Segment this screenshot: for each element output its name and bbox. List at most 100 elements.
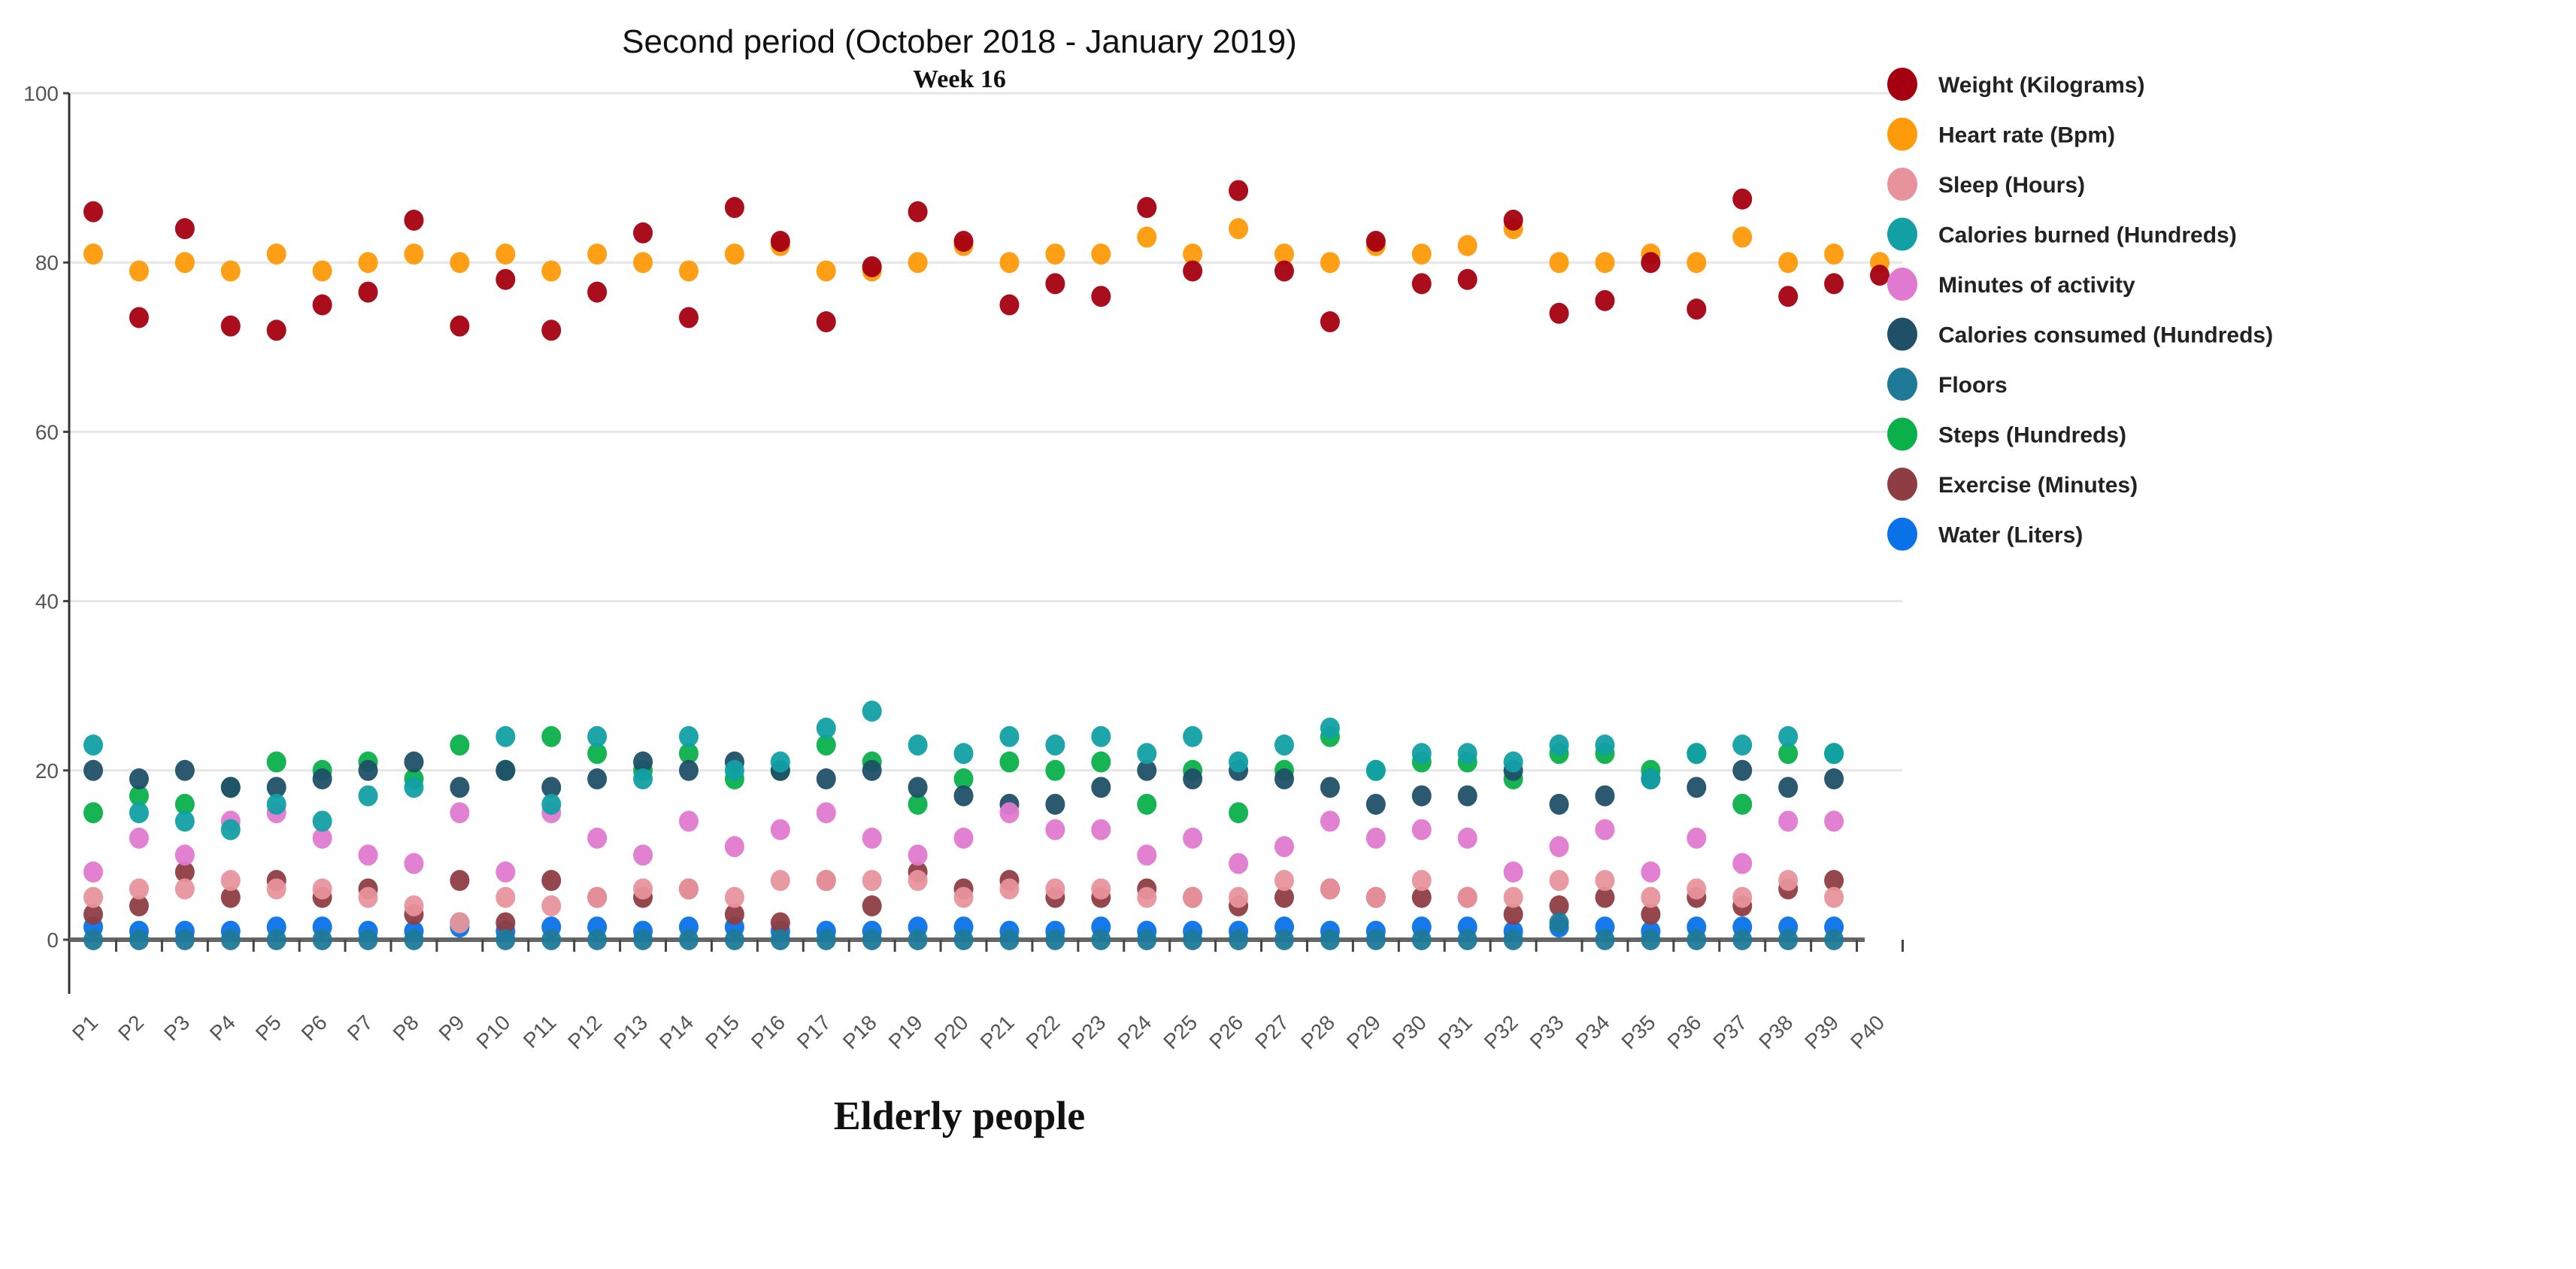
data-point (1411, 819, 1432, 840)
data-point (1549, 895, 1569, 916)
x-tick-label: P14 (655, 1010, 698, 1053)
data-point (679, 260, 699, 282)
data-point (83, 802, 103, 824)
data-point (1137, 743, 1157, 765)
data-point (358, 785, 378, 807)
data-point (1045, 243, 1065, 265)
data-point (1320, 311, 1340, 333)
x-tick-label: P27 (1250, 1010, 1293, 1053)
y-tick-label: 0 (47, 928, 59, 952)
data-point (679, 810, 699, 832)
data-point (1045, 759, 1065, 781)
data-point (633, 878, 653, 900)
data-point (1229, 802, 1249, 824)
data-point (266, 243, 286, 265)
data-point (1549, 734, 1569, 756)
data-point (1732, 188, 1753, 210)
data-point (908, 734, 928, 756)
data-point (1365, 759, 1386, 781)
data-point (770, 912, 790, 934)
data-point (129, 895, 149, 916)
data-point (770, 929, 790, 950)
data-point (1778, 743, 1799, 765)
data-point (358, 281, 378, 303)
x-tick-label: P28 (1296, 1010, 1339, 1053)
data-point (1091, 751, 1111, 773)
data-point (541, 895, 562, 916)
data-point (1229, 886, 1249, 908)
data-point (541, 725, 562, 747)
data-point (1549, 252, 1569, 274)
x-tick-label: P1 (68, 1010, 102, 1045)
data-point (450, 315, 470, 337)
data-point (1778, 929, 1799, 950)
data-point (1183, 827, 1203, 849)
data-point (1778, 252, 1799, 274)
x-tick-label: P8 (389, 1010, 423, 1045)
chart-title: Second period (October 2018 - January 20… (622, 23, 1297, 60)
data-point (633, 222, 653, 244)
data-point (1503, 929, 1523, 950)
data-point (174, 861, 195, 883)
data-point (587, 886, 608, 908)
x-tick-label: P38 (1754, 1010, 1797, 1053)
data-points (83, 180, 1890, 950)
data-point (908, 201, 928, 223)
data-point (1457, 929, 1477, 950)
x-tick-label: P22 (1021, 1010, 1064, 1053)
data-point (496, 243, 516, 265)
data-point (1595, 289, 1615, 311)
data-point (953, 929, 974, 950)
data-point (404, 929, 424, 950)
data-point (1824, 810, 1844, 832)
data-point (770, 870, 790, 892)
x-tick-label: P35 (1617, 1010, 1659, 1053)
data-point (1091, 929, 1111, 950)
data-point (1457, 827, 1477, 849)
data-point (174, 218, 195, 240)
data-point (1824, 743, 1844, 765)
data-point (1411, 870, 1432, 892)
data-point (1091, 819, 1111, 840)
data-point (1411, 743, 1432, 765)
legend-marker (1887, 468, 1917, 501)
data-point (266, 929, 286, 950)
data-point (220, 870, 241, 892)
data-point (999, 725, 1020, 747)
data-point (1183, 929, 1203, 950)
data-point (953, 785, 974, 807)
data-point (1365, 793, 1386, 815)
data-point (1641, 886, 1661, 908)
data-point (1824, 768, 1844, 790)
data-point (1320, 777, 1340, 798)
data-point (1045, 819, 1065, 840)
data-point (312, 768, 332, 790)
x-tick-label: P6 (297, 1010, 332, 1045)
data-point (724, 904, 744, 925)
x-tick-label: P29 (1342, 1010, 1385, 1053)
data-point (1824, 243, 1844, 265)
data-point (1457, 886, 1477, 908)
data-point (679, 307, 699, 329)
data-point (1365, 886, 1386, 908)
data-point (496, 861, 516, 883)
data-point (1045, 734, 1065, 756)
data-point (541, 870, 562, 892)
data-point (1137, 197, 1157, 219)
data-point (1229, 853, 1249, 874)
data-point (1824, 929, 1844, 950)
data-point (1595, 252, 1615, 274)
data-point (83, 759, 103, 781)
x-tick-label: P34 (1571, 1010, 1614, 1053)
data-point (724, 929, 744, 950)
data-point (541, 929, 562, 950)
data-point (1320, 252, 1340, 274)
data-point (908, 793, 928, 815)
data-point (816, 260, 836, 282)
data-point (174, 878, 195, 900)
data-point (1824, 870, 1844, 892)
data-point (1365, 231, 1386, 253)
data-point (1137, 886, 1157, 908)
data-point (83, 904, 103, 925)
data-point (1503, 886, 1523, 908)
